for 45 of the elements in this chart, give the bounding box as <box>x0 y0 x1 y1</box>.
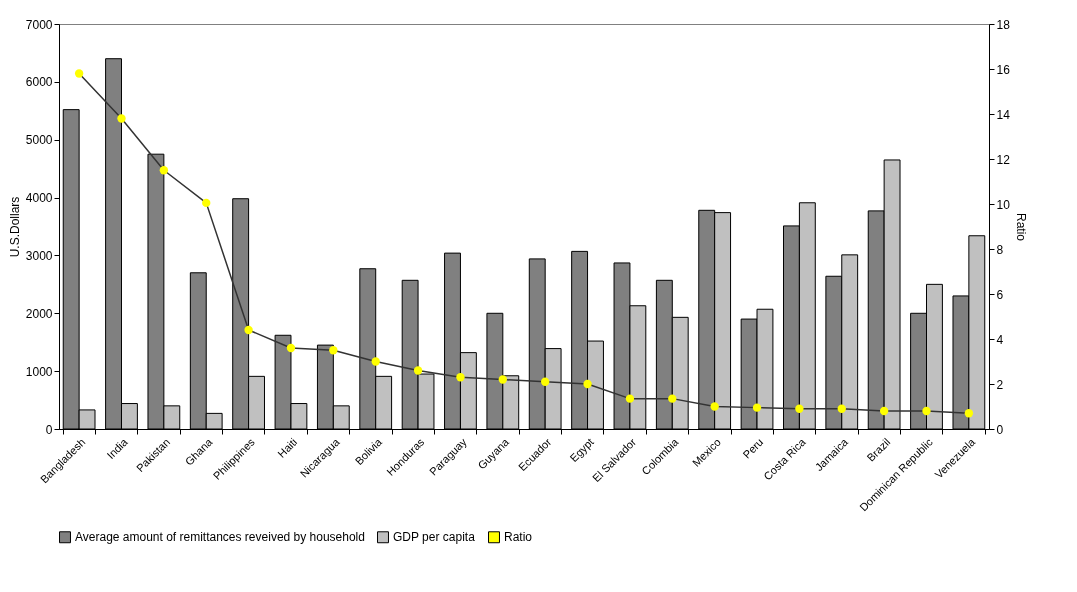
y2-axis-title: Ratio <box>1013 212 1028 242</box>
y-tick-label: 6000 <box>25 75 53 90</box>
y2-tick-label: 10 <box>996 197 1011 212</box>
point <box>795 404 804 413</box>
y-tick-label: 0 <box>45 422 53 437</box>
point <box>244 325 253 335</box>
point <box>541 377 550 386</box>
y2-tick-label: 6 <box>996 287 1004 302</box>
point <box>922 406 931 416</box>
y2-tick-label: 4 <box>996 332 1004 347</box>
point <box>117 114 126 123</box>
y2-tick-label: 16 <box>996 62 1011 77</box>
point <box>625 394 635 403</box>
y2-tick-label: 2 <box>996 377 1004 392</box>
y-axis-title: U.S.Dollars <box>7 196 22 258</box>
point <box>752 403 762 412</box>
legend-label: Ratio <box>504 530 533 545</box>
point <box>964 409 974 418</box>
point <box>159 166 169 175</box>
point <box>202 198 211 208</box>
point <box>710 402 719 411</box>
y2-tick-label: 14 <box>996 107 1011 122</box>
legend-label: GDP per capita <box>393 530 476 545</box>
point <box>371 357 380 366</box>
y-tick-label: 4000 <box>25 191 53 206</box>
y-tick-label: 1000 <box>25 364 53 379</box>
point <box>413 366 423 375</box>
y2-tick-label: 18 <box>996 17 1011 32</box>
y2-tick-label: 0 <box>996 422 1004 437</box>
point <box>879 406 889 416</box>
point <box>668 394 677 403</box>
point <box>837 404 846 413</box>
point <box>286 343 296 353</box>
y2-tick-label: 12 <box>996 152 1011 167</box>
point <box>498 375 507 384</box>
legend-label: Average amount of remittances reveived by household <box>75 530 365 545</box>
point <box>583 379 592 389</box>
y-tick-label: 3000 <box>25 248 53 263</box>
y2-tick-label: 8 <box>996 242 1004 257</box>
point <box>456 373 465 382</box>
y-tick-label: 2000 <box>25 306 53 321</box>
y-tick-label: 5000 <box>25 133 53 148</box>
y-tick-label: 7000 <box>25 17 53 32</box>
point <box>74 69 84 78</box>
point <box>329 346 338 355</box>
